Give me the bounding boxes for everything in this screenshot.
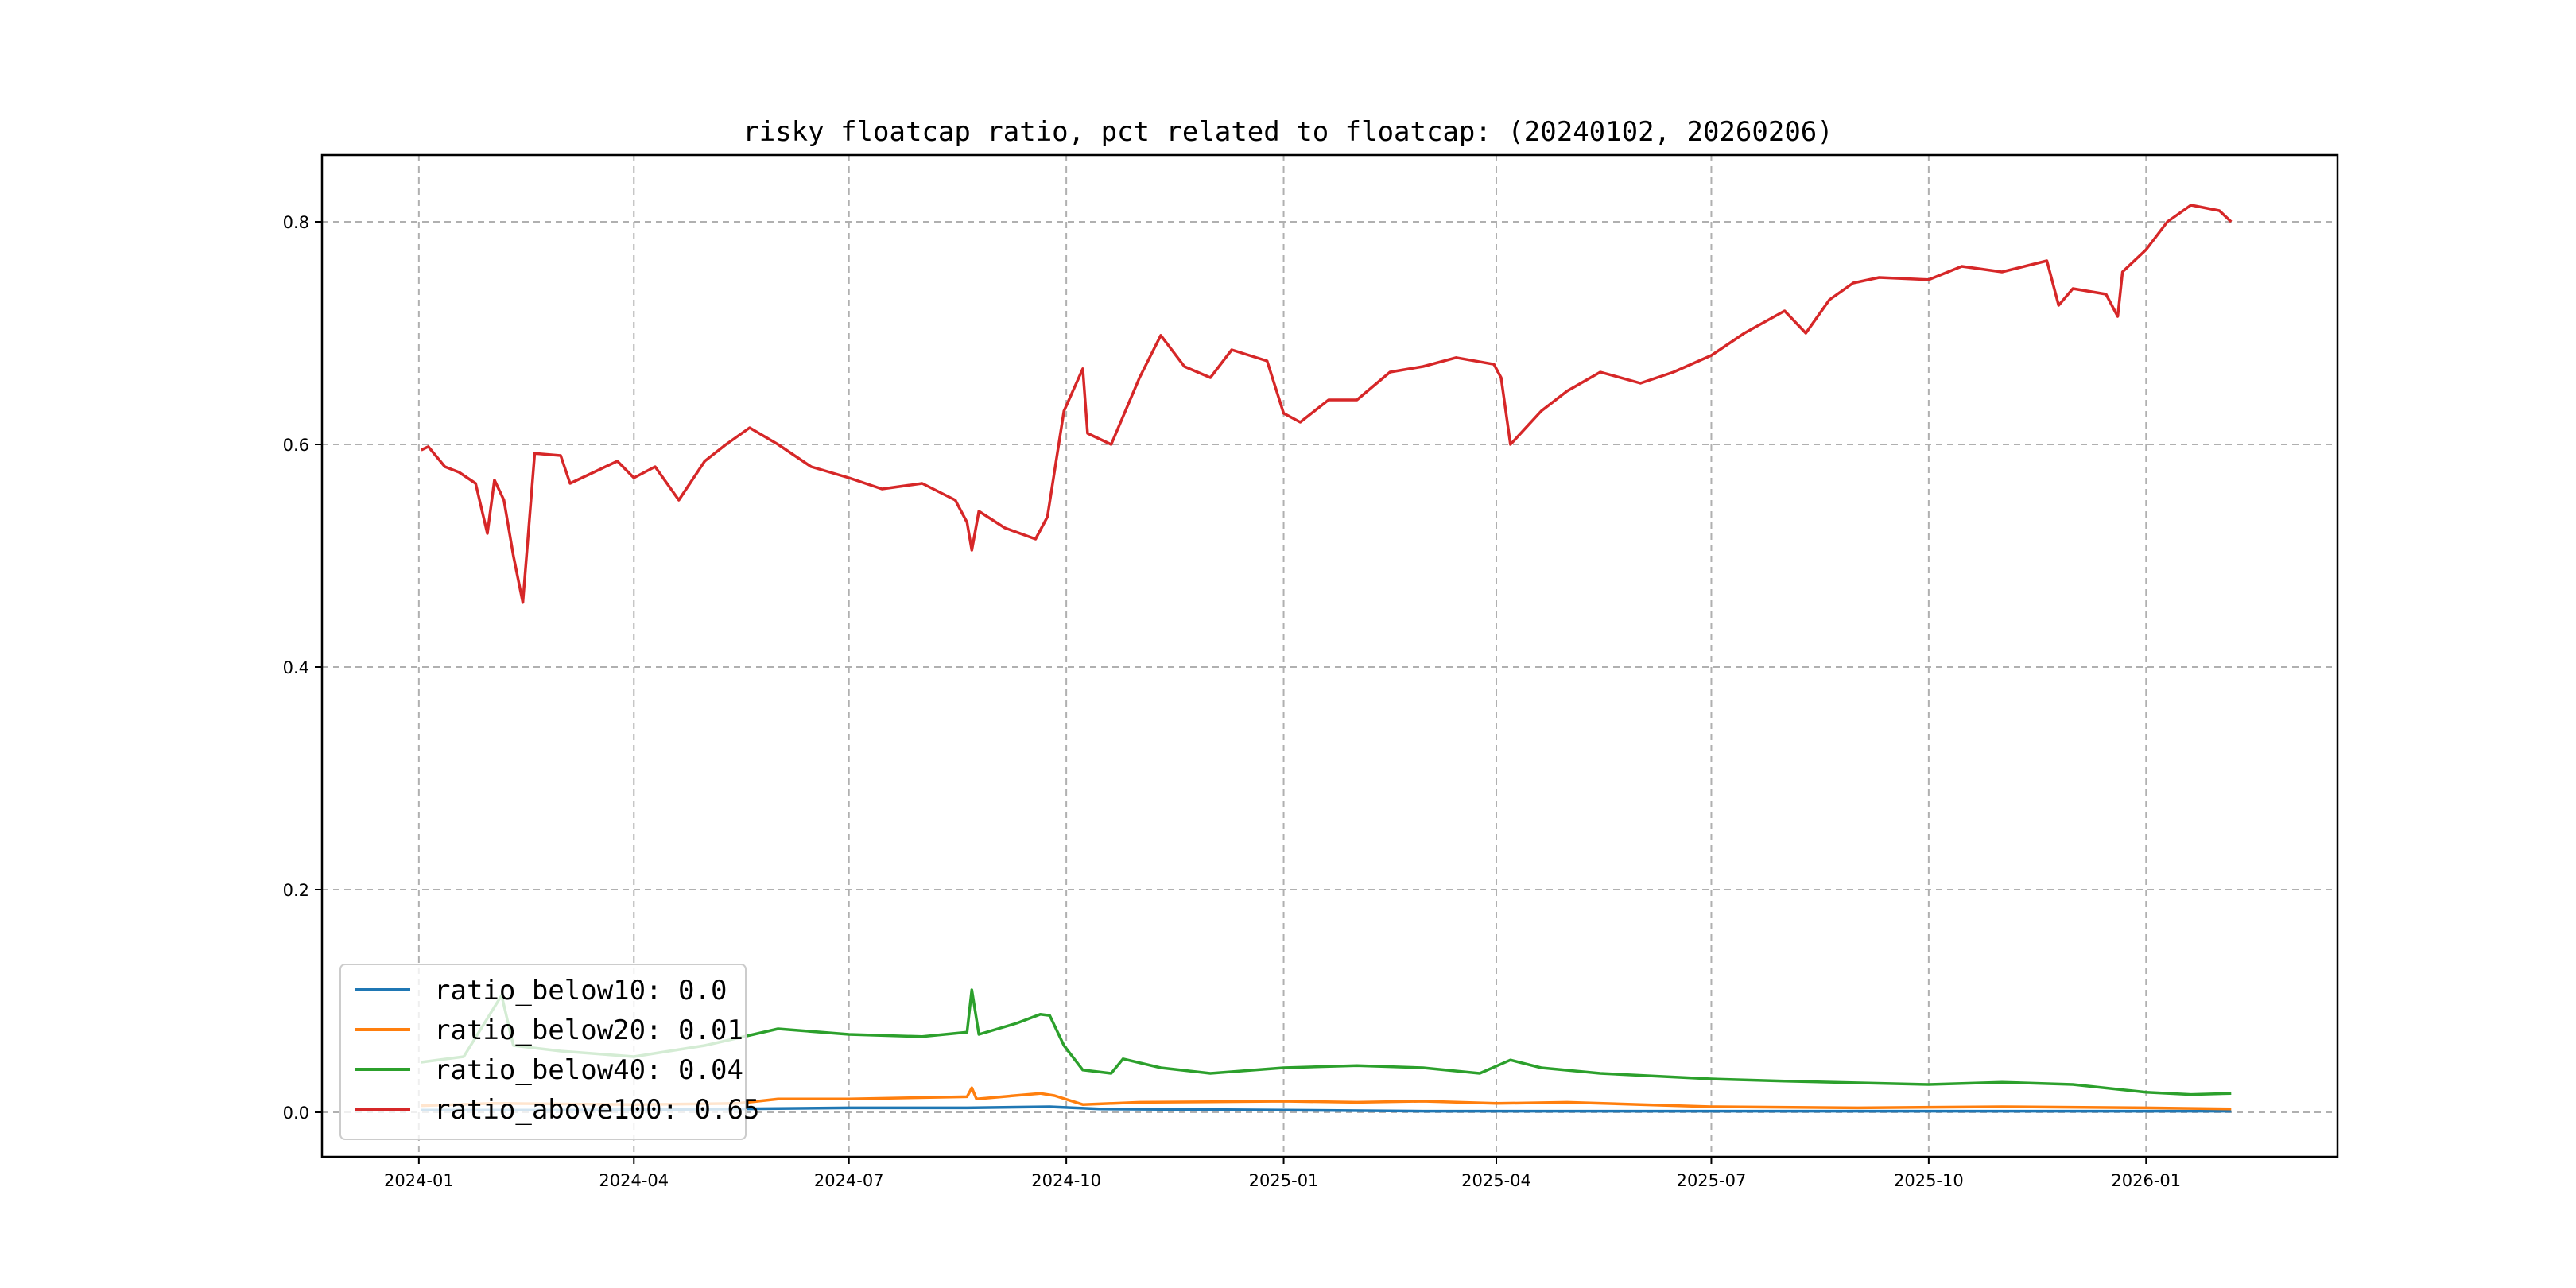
legend-label-ratio-below20: ratio_below20: 0.01 [434, 1014, 743, 1046]
series-line-ratio-below20 [421, 1086, 2232, 1111]
axis-ticks: 2024-01 2024-04 2024-07 2024-10 2025-01 2025-… [283, 213, 2182, 1190]
y-tick-label: 0.2 [283, 881, 309, 900]
x-tick-label: 2024-07 [814, 1171, 884, 1190]
y-tick-label: 0.8 [283, 213, 309, 232]
y-tick-label: 0.0 [283, 1104, 309, 1123]
x-tick-label: 2024-10 [1031, 1171, 1101, 1190]
series-line-ratio-above100 [421, 204, 2233, 604]
y-tick-label: 0.6 [283, 436, 309, 455]
grid [322, 155, 2337, 1157]
x-tick-label: 2026-01 [2111, 1171, 2181, 1190]
y-tick-label: 0.4 [283, 658, 309, 677]
legend-box [339, 964, 747, 1140]
legend: ratio_below10: 0.0 ratio_below20: 0.01 rat… [339, 964, 759, 1140]
chart-title: risky floatcap ratio, pct related to flo… [743, 116, 1833, 148]
x-tick-label: 2025-04 [1461, 1171, 1531, 1190]
x-tick-label: 2025-01 [1249, 1171, 1319, 1190]
x-tick-label: 2024-01 [384, 1171, 454, 1190]
x-tick-label: 2025-10 [1894, 1171, 1964, 1190]
legend-label-ratio-below40: ratio_below40: 0.04 [434, 1054, 743, 1086]
plot-frame [320, 153, 2339, 1158]
x-tick-label: 2025-07 [1677, 1171, 1747, 1190]
legend-label-ratio-below10: ratio_below10: 0.0 [434, 975, 727, 1007]
x-tick-label: 2024-04 [599, 1171, 669, 1190]
legend-label-ratio-above100: ratio_above100: 0.65 [434, 1094, 759, 1126]
